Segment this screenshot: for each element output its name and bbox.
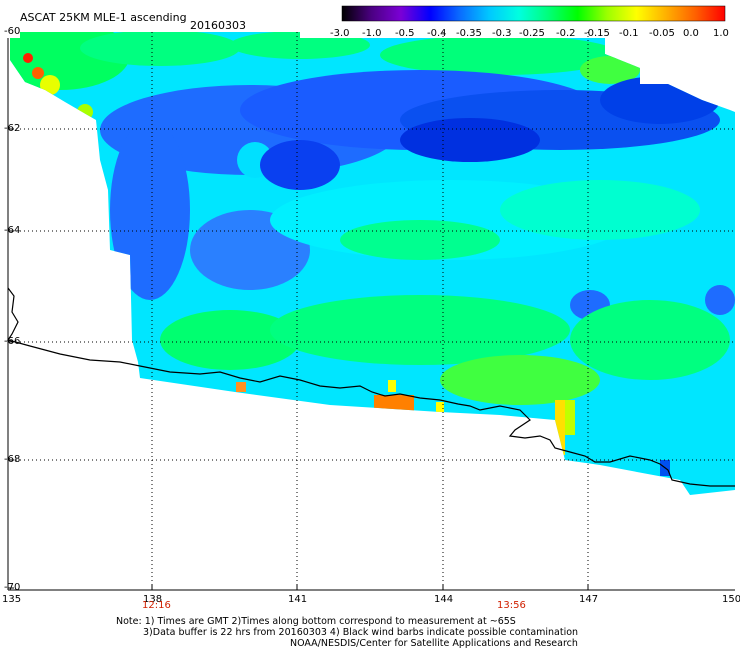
time-label: 13:56	[497, 600, 526, 611]
lat-label: -68	[4, 454, 21, 465]
footer-note-1: Note: 1) Times are GMT 2)Times along bot…	[116, 616, 516, 627]
colorbar-label: -1.0	[362, 28, 382, 39]
footer-note-3: NOAA/NESDIS/Center for Satellite Applica…	[290, 638, 578, 649]
colorbar	[341, 5, 726, 22]
lat-label: -60	[4, 26, 21, 38]
colorbar-label: -0.3	[492, 28, 512, 39]
colorbar-ramp	[341, 5, 726, 22]
lon-label: 150	[722, 594, 740, 605]
lon-label: 144	[434, 594, 454, 605]
colorbar-label: -0.15	[584, 28, 610, 39]
lon-label: 138	[143, 594, 163, 605]
colorbar-label: 0.0	[683, 28, 699, 39]
frame	[7, 30, 735, 591]
time-label: 12:16	[142, 600, 171, 611]
colorbar-label: -0.35	[456, 28, 482, 39]
lat-label: -64	[4, 225, 21, 236]
swath-field	[10, 32, 735, 495]
colorbar-label: -3.0	[330, 28, 350, 39]
coastline	[7, 287, 735, 487]
colorbar-label: -0.4	[427, 28, 447, 39]
colorbar-label: -0.25	[519, 28, 545, 39]
map-title: ASCAT 25KM MLE-1 ascending	[20, 11, 187, 24]
lat-label: -62	[4, 123, 21, 134]
lon-label: 147	[579, 594, 599, 605]
lat-label: -70	[4, 582, 21, 593]
map-date: 20160303	[190, 19, 246, 32]
lon-label: 135	[2, 594, 22, 605]
graticule	[8, 32, 735, 588]
colorbar-label: 1.0	[713, 28, 729, 39]
footer-note-2: 3)Data buffer is 22 hrs from 20160303 4)…	[143, 627, 579, 638]
colorbar-label: -0.1	[619, 28, 639, 39]
lat-label: -66	[4, 336, 21, 347]
colorbar-label: -0.05	[649, 28, 675, 39]
colorbar-label: -0.5	[395, 28, 415, 39]
colorbar-label: -0.2	[556, 28, 576, 39]
lon-label: 141	[288, 594, 308, 605]
